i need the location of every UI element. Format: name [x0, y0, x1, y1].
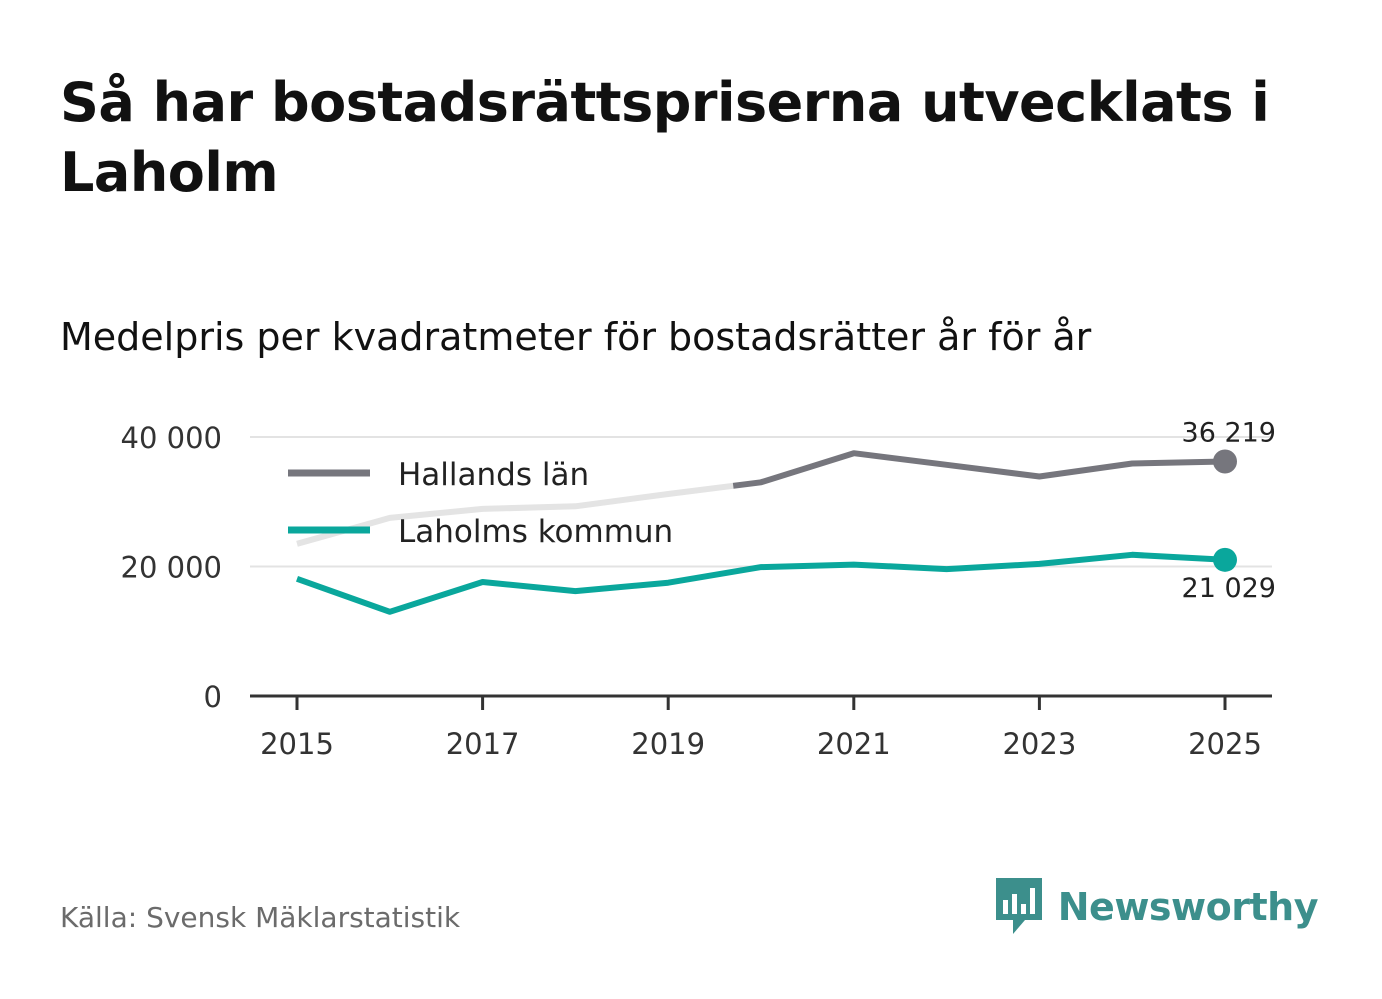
- chart-title: Så har bostadsrättspriserna utvecklats i…: [60, 71, 1270, 204]
- series-line-laholm: [295, 551, 1226, 615]
- y-axis-ticks: 0 20 000 40 000: [121, 421, 222, 714]
- x-tick-label: 2015: [260, 727, 334, 761]
- end-label-hallands: 36 219: [1182, 417, 1276, 448]
- x-axis: 2015 2017 2019 2021 2023 2025: [250, 694, 1272, 761]
- x-tick-label: 2023: [1002, 727, 1076, 761]
- series-lines: [295, 450, 1226, 615]
- x-tick-label: 2021: [817, 727, 891, 761]
- end-point-laholm: [1213, 547, 1237, 572]
- end-label-laholm: 21 029: [1182, 573, 1276, 604]
- newsworthy-logo-icon: [995, 878, 1042, 934]
- series-line-hallands-faded: [296, 482, 734, 547]
- source-note: Källa: Svensk Mäklarstatistik: [60, 901, 461, 934]
- x-tick-label: 2019: [631, 727, 705, 761]
- x-tick-label: 2017: [446, 727, 520, 761]
- brand-name: Newsworthy: [1057, 885, 1319, 929]
- brand-logo[interactable]: Newsworthy: [994, 876, 1319, 938]
- legend-label-laholm: Laholms kommun: [398, 514, 673, 550]
- y-tick-label: 40 000: [121, 421, 222, 455]
- x-tick-label: 2025: [1188, 727, 1262, 761]
- end-point-hallands: [1213, 449, 1237, 474]
- legend: Hallands län Laholms kommun: [288, 457, 673, 550]
- y-tick-label: 20 000: [121, 551, 222, 585]
- end-points: 36 219 21 029: [1182, 417, 1276, 603]
- legend-label-hallands: Hallands län: [398, 457, 589, 493]
- series-line-hallands: [732, 450, 1226, 489]
- y-tick-label: 0: [204, 680, 222, 714]
- chart-subtitle: Medelpris per kvadratmeter för bostadsrä…: [60, 315, 1092, 359]
